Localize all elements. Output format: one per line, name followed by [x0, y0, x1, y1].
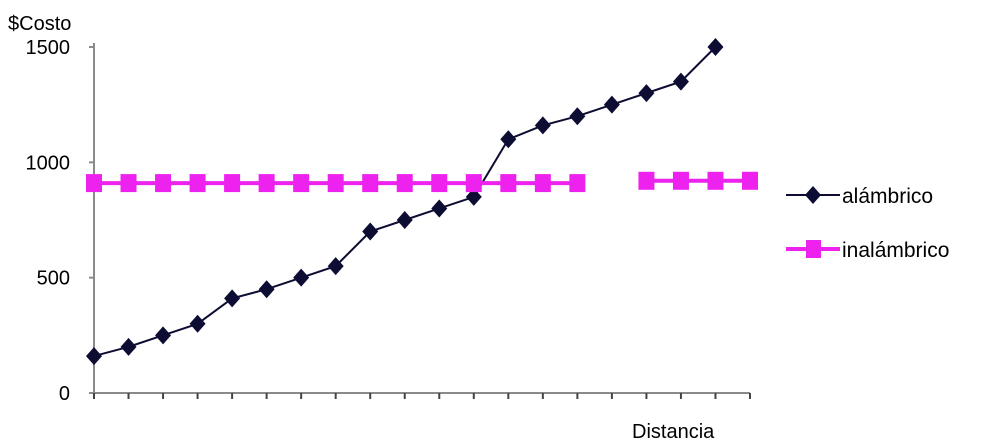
data-point: [465, 187, 482, 206]
data-point: [672, 171, 689, 190]
series-line: [93, 46, 717, 358]
data-point: [293, 268, 310, 287]
data-point: [707, 171, 724, 190]
data-point: [672, 72, 689, 91]
y-tick-labels: 0 500 1000 1500: [26, 37, 71, 405]
data-point: [500, 174, 517, 193]
data-point: [155, 326, 172, 345]
data-point: [189, 314, 206, 333]
data-point: [534, 116, 551, 135]
data-point: [224, 289, 241, 308]
data-point: [224, 174, 241, 193]
data-point: [465, 174, 482, 193]
series-inalambrico: [86, 171, 758, 193]
data-point: [431, 199, 448, 218]
data-point: [120, 337, 137, 356]
legend-diamond-marker-icon: [805, 186, 821, 204]
data-point: [293, 174, 310, 193]
y-axis-title: $Costo: [8, 13, 71, 35]
data-point: [155, 174, 172, 193]
chart-axes: [89, 43, 751, 399]
y-tick-label: 0: [59, 383, 70, 405]
data-point: [258, 174, 275, 193]
data-point: [258, 280, 275, 299]
data-point: [500, 130, 517, 149]
data-point: [569, 107, 586, 126]
data-point: [86, 174, 102, 193]
data-point: [362, 222, 379, 241]
data-point: [120, 174, 137, 193]
data-point: [86, 347, 102, 366]
data-point: [569, 174, 586, 193]
data-point: [396, 211, 413, 229]
series-alambrico: [86, 38, 724, 366]
data-point: [638, 84, 655, 103]
data-point: [707, 38, 724, 56]
data-point: [362, 174, 379, 193]
data-point: [396, 174, 413, 193]
legend-square-marker-icon: [806, 240, 821, 258]
legend-item-inalambrico: inalámbrico: [786, 239, 949, 262]
x-axis-title: Distancia: [632, 421, 715, 443]
data-point: [327, 174, 344, 193]
series-layer: [86, 38, 758, 366]
legend-label-inalambrico: inalámbrico: [842, 239, 949, 262]
legend-label-alambrico: alámbrico: [842, 185, 933, 208]
y-tick-label: 500: [37, 268, 70, 290]
y-tick-label: 1500: [26, 37, 71, 59]
data-point: [603, 95, 620, 114]
legend-item-alambrico: alámbrico: [786, 185, 933, 208]
data-point: [431, 174, 448, 193]
data-point: [742, 171, 758, 190]
data-point: [638, 171, 655, 190]
legend: alámbrico inalámbrico: [786, 185, 949, 262]
data-point: [189, 174, 206, 193]
data-point: [327, 257, 344, 276]
y-tick-label: 1000: [26, 152, 71, 174]
data-point: [534, 174, 551, 193]
